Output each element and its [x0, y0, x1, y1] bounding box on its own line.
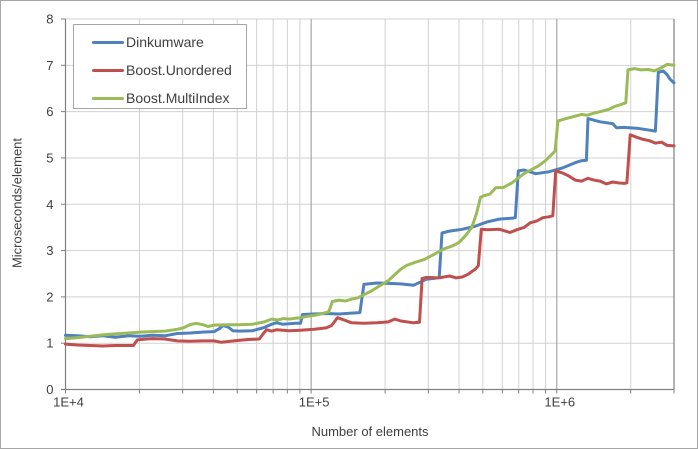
series-line-boost-multiindex	[64, 62, 676, 341]
y-tick-label: 3	[46, 243, 53, 258]
y-tick-label: 6	[46, 104, 53, 119]
series-line-dinkumware	[64, 69, 676, 339]
y-tick-label: 1	[46, 336, 53, 351]
legend: Dinkumware Boost.Unordered Boost.MultiIn…	[73, 24, 247, 109]
boost-unordered-line-swatch-icon	[92, 68, 124, 72]
y-tick-label: 2	[46, 289, 53, 304]
legend-item-boost-unordered: Boost.Unordered	[74, 56, 246, 84]
y-axis-title: Microseconds/element	[9, 137, 25, 269]
legend-label: Dinkumware	[126, 34, 204, 50]
y-tick-label: 4	[46, 197, 53, 212]
y-tick-label: 0	[46, 382, 53, 397]
data-series	[64, 62, 676, 348]
x-axis-title: Number of elements	[311, 424, 429, 439]
legend-label: Boost.Unordered	[126, 62, 232, 78]
x-tick-label: 1E+4	[53, 395, 84, 410]
y-tick-label: 5	[46, 150, 53, 165]
y-tick-label: 8	[46, 12, 53, 27]
y-tick-label: 7	[46, 58, 53, 73]
x-tick-label: 1E+6	[544, 395, 575, 410]
series-line-boost-unordered	[64, 133, 676, 348]
legend-item-dinkumware: Dinkumware	[74, 28, 246, 56]
dinkumware-line-swatch-icon	[92, 40, 124, 44]
axis-tick-labels: 0 1 2 3 4 5 6 7 8 1E+4 1E+5 1E+6	[46, 12, 575, 410]
legend-item-boost-multiindex: Boost.MultiIndex	[74, 84, 246, 112]
legend-label: Boost.MultiIndex	[126, 90, 230, 106]
axis-ticks	[61, 18, 675, 394]
boost-multiindex-line-swatch-icon	[92, 96, 124, 100]
x-tick-label: 1E+5	[299, 395, 330, 410]
